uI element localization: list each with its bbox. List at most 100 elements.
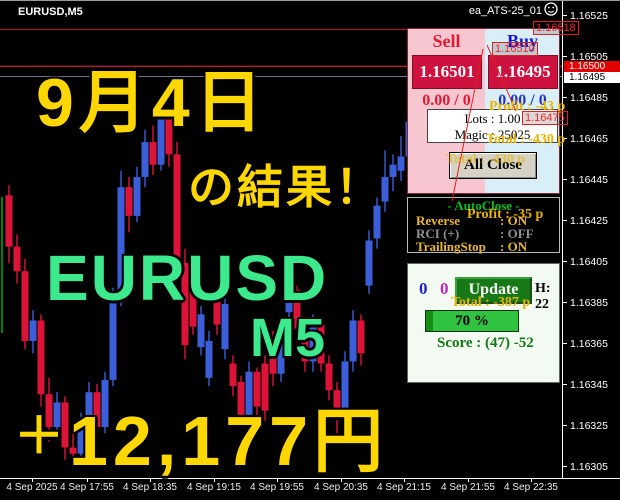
price-axis-label: 1.16525 <box>570 10 608 22</box>
time-axis-label: 4 Sep 20:35 <box>314 482 368 493</box>
candle-body <box>77 420 85 454</box>
autoclose-row-value: : OFF <box>500 226 534 241</box>
candle-body <box>381 176 389 202</box>
autoclose-row-label: TrailingStop <box>416 239 486 254</box>
sell-label: Sell <box>432 31 461 51</box>
bid-price-tag: 1.16500 <box>564 61 620 72</box>
time-axis-label: 4 Sep 18:35 <box>123 482 177 493</box>
time-axis-tickmark <box>531 478 532 482</box>
candle-body <box>285 289 293 313</box>
time-axis-tickmark <box>87 478 88 482</box>
price-axis-label: 1.16405 <box>570 256 608 268</box>
price-callout-entry: 1.16510 <box>492 42 538 56</box>
update-button[interactable]: Update <box>455 277 532 304</box>
candle-body <box>213 295 221 325</box>
candle-body <box>253 371 261 407</box>
candle-body <box>349 320 357 362</box>
time-axis-label: 4 Sep 2025 <box>6 482 58 493</box>
price-axis-tickmark <box>563 220 567 221</box>
candle-body <box>173 154 181 264</box>
sell-stats: 0.00 / 0 <box>422 92 471 109</box>
time-axis-tickmark <box>32 478 33 482</box>
chart-symbol-title: EURUSD,M5 <box>18 6 83 18</box>
candle-body <box>21 271 29 341</box>
candle-body <box>61 402 69 448</box>
candle-body <box>301 328 309 362</box>
comment-total-top: Total : -430 p <box>486 132 566 147</box>
candle-body <box>85 392 93 421</box>
price-axis-tickmark <box>563 97 567 98</box>
price-axis-tickmark <box>563 179 567 180</box>
price-axis-tickmark <box>563 56 567 57</box>
comment-total-button: Total : -430 p <box>446 152 526 167</box>
time-axis-label: 4 Sep 21:15 <box>377 482 431 493</box>
price-axis-label: 1.16445 <box>570 174 608 186</box>
candle-body <box>189 287 197 327</box>
score-label: Score : (47) -52 <box>437 335 534 351</box>
price-axis-tickmark <box>563 302 567 303</box>
price-axis-label: 1.16365 <box>570 338 608 350</box>
price-axis-tickmark <box>563 261 567 262</box>
candle-body <box>293 289 301 329</box>
candle-body <box>117 187 125 300</box>
candle-body <box>365 240 373 286</box>
progress-bar: 70 % <box>425 310 519 332</box>
price-axis-label: 1.16325 <box>570 420 608 432</box>
candle-body <box>261 363 269 411</box>
ask-price-tag: 1.16495 <box>564 72 620 83</box>
time-axis-tickmark <box>214 478 215 482</box>
price-axis-tickmark <box>563 138 567 139</box>
candle-body <box>373 205 381 239</box>
candle-body <box>221 304 229 350</box>
time-axis-label: 4 Sep 19:55 <box>250 482 304 493</box>
price-axis-label: 1.16385 <box>570 297 608 309</box>
candle-body <box>5 195 13 247</box>
overlay-profit-text: ＋12,177円 <box>14 385 388 486</box>
candle-body <box>157 117 165 165</box>
price-axis-tickmark <box>563 343 567 344</box>
overlay-timeframe-text: M5 <box>250 308 326 368</box>
time-axis-tickmark <box>150 478 151 482</box>
overlay-profit-amount: 12,177円 <box>69 402 389 480</box>
price-axis-tickmark <box>563 425 567 426</box>
time-axis-label: 4 Sep 17:55 <box>60 482 114 493</box>
overlay-date-text: 9月4日 <box>36 65 268 141</box>
overlay-symbol-text: EURUSD <box>46 242 329 314</box>
overlay-result-text: の結果！ <box>188 161 384 213</box>
time-axis-separator <box>0 478 620 479</box>
time-axis-label: 4 Sep 19:15 <box>187 482 241 493</box>
autoclose-row-label: RCI (+) <box>416 226 460 241</box>
autoclose-panel: - AutoClose - Reverse: ON RCI (+): OFF Tra… <box>407 197 560 254</box>
status-panel: 0 0 Update H: 22 70 % Score : (47) -52 <box>407 263 560 383</box>
h-count-label: H: 22 <box>535 281 551 312</box>
ea-smiley-icon[interactable] <box>544 2 558 16</box>
autoclose-row-value: : ON <box>500 239 528 254</box>
autoclose-row-value: : ON <box>500 213 528 228</box>
sell-price-button[interactable]: 1.16501 <box>412 55 482 89</box>
price-axis-label: 1.16425 <box>570 215 608 227</box>
candle-body <box>205 340 213 378</box>
price-axis-label: 1.16305 <box>570 461 608 473</box>
buy-price-button[interactable]: 1.16495 <box>488 55 558 89</box>
price-axis-tickmark <box>563 15 567 16</box>
candle-body <box>317 322 325 364</box>
price-axis-separator <box>562 1 563 478</box>
price-axis-label: 1.16465 <box>570 133 608 145</box>
time-axis-tickmark <box>277 478 278 482</box>
candle-body <box>245 371 253 415</box>
candle-body <box>397 156 405 171</box>
candle-body <box>325 363 333 391</box>
candle-body <box>93 392 101 428</box>
candle-body <box>53 402 61 428</box>
time-axis-tickmark <box>404 478 405 482</box>
candle-body <box>133 176 141 216</box>
comment-total-status: Total : -387 p <box>451 295 531 310</box>
price-axis-tickmark <box>563 466 567 467</box>
price-callout-high: 1.16518 <box>533 21 579 35</box>
candle-body <box>109 299 117 380</box>
candle-body <box>165 117 173 155</box>
price-axis-label: 1.16505 <box>570 51 608 63</box>
time-axis-label: 4 Sep 21:55 <box>441 482 495 493</box>
